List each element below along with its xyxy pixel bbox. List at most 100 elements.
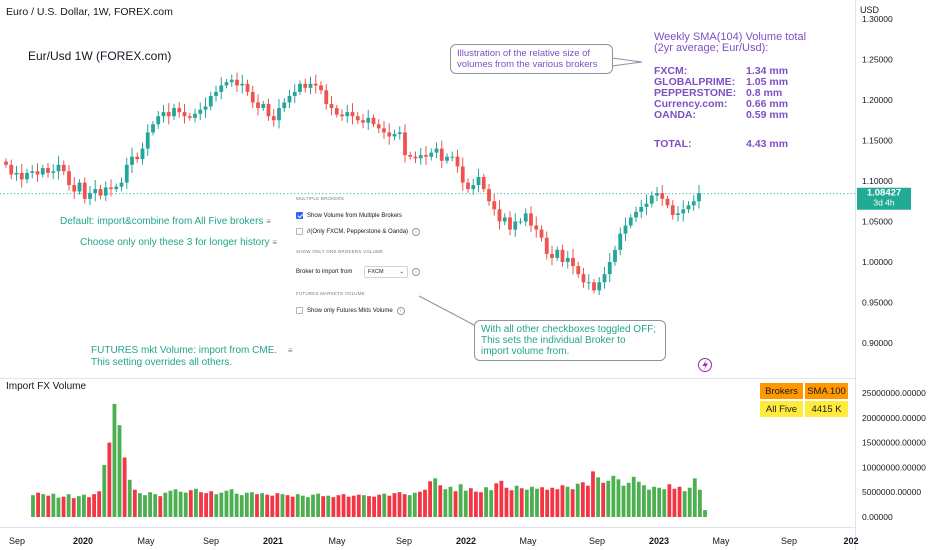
candle-body [644, 203, 649, 207]
summary-table: Brokers SMA 100 All Five 4415 K [759, 382, 849, 418]
volume-bar [331, 497, 336, 517]
stats-broker: FXCM: [654, 65, 688, 77]
candle-body [429, 152, 434, 157]
candle-body [266, 104, 271, 117]
futures-checkbox[interactable] [296, 307, 303, 314]
table-cell: 4415 K [804, 400, 849, 418]
volume-bar [509, 490, 514, 517]
time-tick-label: May [328, 536, 346, 546]
volume-bar [570, 489, 575, 517]
volume-bar [474, 491, 478, 517]
volume-bar [61, 496, 66, 517]
candle-body [397, 132, 402, 135]
only-three-row: //(Only FXCM, Pepperstone & Oanda) i [296, 226, 456, 237]
candle-body [539, 229, 544, 238]
volume-bar [326, 495, 331, 517]
volume-bar [244, 492, 249, 517]
volume-bar [168, 490, 173, 517]
bar-countdown: 3d 4h [873, 198, 895, 208]
broker-select[interactable]: FXCM ⌄ [364, 265, 408, 278]
volume-tick-label: 20000000.00000 [862, 413, 926, 423]
candle-body [46, 168, 50, 173]
candle-body [366, 117, 371, 123]
info-icon[interactable]: i [412, 227, 421, 236]
table-row: All Five 4415 K [759, 400, 849, 418]
stats-broker: Currency.com: [654, 98, 728, 110]
volume-bar [667, 484, 672, 517]
time-tick-label: May [712, 536, 730, 546]
volume-bar [514, 485, 519, 517]
volume-bar [300, 495, 305, 517]
info-icon[interactable]: i [412, 267, 420, 276]
time-axis: Sep 2020 May Sep 2021 May Sep 2022 May Sep 2023 May… [9, 536, 859, 546]
volume-bar [214, 494, 219, 517]
volume-bar [321, 496, 326, 517]
volume-bar [412, 492, 417, 517]
volume-bar [642, 485, 646, 517]
volume-bar [687, 487, 692, 517]
volume-bar [657, 487, 662, 517]
candle-body [261, 104, 266, 109]
lightning-icon[interactable] [698, 358, 712, 372]
volume-tick-label: 5000000.00000 [862, 487, 921, 497]
show-multi-label: Show Volume from Multiple Brokers [307, 212, 403, 219]
volume-bar [586, 485, 590, 517]
candle-body [114, 186, 119, 190]
volume-bar [377, 494, 382, 517]
volume-bar [367, 496, 371, 517]
volume-bar [188, 490, 193, 517]
volume-bar [647, 489, 651, 517]
time-tick-label: Sep [9, 536, 25, 546]
candle-body [350, 112, 355, 117]
candle-body [9, 164, 14, 175]
volume-bar [265, 494, 270, 517]
candle-body [628, 217, 633, 226]
candle-body [130, 156, 134, 165]
stats-value: 0.66 mm [746, 98, 789, 110]
volume-bar [652, 486, 656, 517]
volume-bar [316, 493, 320, 517]
show-multi-row: Show Volume from Multiple Brokers [296, 210, 456, 221]
currency-label: USD [860, 5, 880, 15]
candle-body [418, 155, 423, 159]
candle-body [523, 213, 528, 222]
candle-body [187, 116, 192, 118]
symbol-legend[interactable]: Euro / U.S. Dollar, 1W, FOREX.com [6, 6, 173, 18]
candle-body [529, 213, 533, 226]
futures-label: Show only Futures Mkts Volume [307, 307, 393, 314]
relative-size-text: Illustration of the relative size of vol… [457, 48, 598, 70]
broker-select-value: FXCM [368, 268, 384, 275]
show-multi-checkbox[interactable] [296, 212, 303, 219]
time-tick-label: 2020 [73, 536, 93, 546]
candle-body [602, 274, 607, 283]
price-tick-label: 1.00000 [862, 257, 893, 267]
info-icon[interactable]: i [396, 306, 405, 315]
volume-bar [351, 495, 356, 517]
candle-body [298, 83, 302, 92]
candle-body [235, 79, 239, 86]
candle-body [455, 156, 460, 167]
broker-select-row: Broker to import from FXCM ⌄ i [296, 265, 456, 278]
volume-bar [76, 496, 81, 517]
only-three-checkbox[interactable] [296, 228, 303, 235]
volume-bar [423, 489, 427, 517]
default-note-text: Default: import&combine from All Five br… [60, 216, 264, 227]
volume-pane-title[interactable]: Import FX Volume [6, 381, 86, 392]
candle-body [182, 112, 187, 117]
volume-bar [270, 495, 275, 517]
stats-value: 1.34 mm [746, 65, 789, 77]
callout-pointer-bottom [418, 295, 477, 327]
candle-body [308, 83, 313, 88]
candle-body [534, 225, 539, 230]
candle-body [303, 83, 308, 88]
candle-body [145, 132, 150, 149]
candle-body [450, 156, 455, 158]
volume-bar [550, 487, 555, 517]
candle-body [93, 189, 98, 194]
candle-body [240, 83, 245, 86]
candle-body [177, 108, 182, 113]
stats-total-value: 4.43 mm [746, 138, 789, 150]
time-tick-label: Sep [589, 536, 605, 546]
candle-body [481, 176, 486, 190]
